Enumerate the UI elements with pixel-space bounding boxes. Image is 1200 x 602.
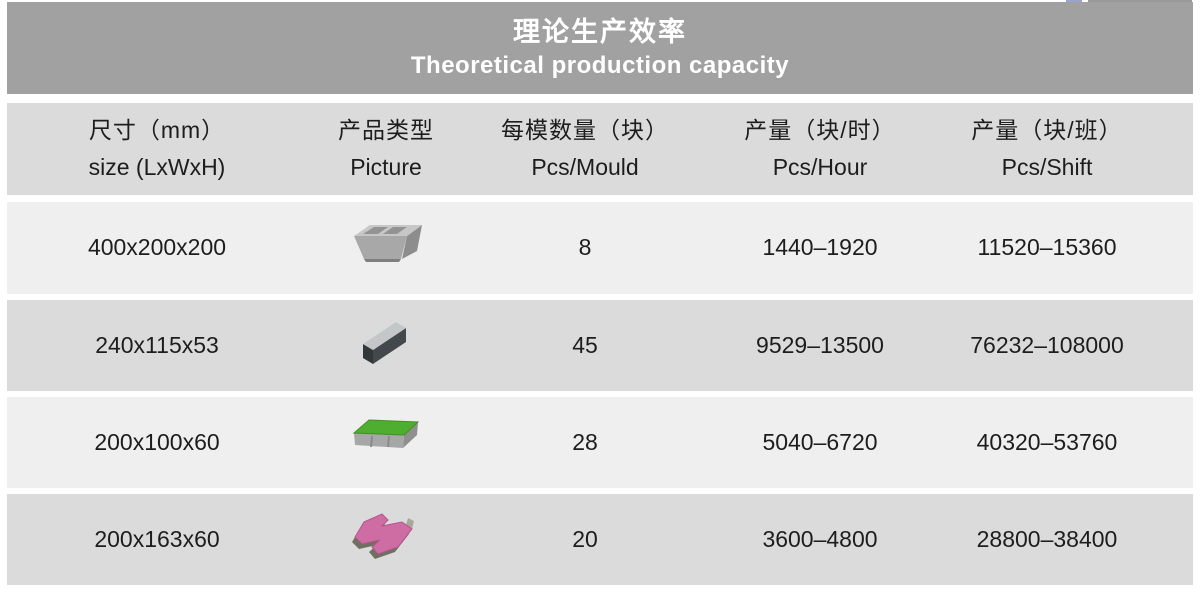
size-value: 240x115x53 [95, 331, 219, 358]
size-value: 200x100x60 [94, 428, 220, 455]
product-picture [307, 510, 465, 570]
pcs-shift-value: 40320–53760 [976, 428, 1118, 455]
green-paver-icon [351, 417, 421, 469]
header-pcs-shift: 产量（块/班） Pcs/Shift [971, 116, 1123, 180]
table-header-row: 尺寸（mm） size (LxWxH) 产品类型 Picture 每模数量（块）… [7, 103, 1193, 195]
s-shape-paver-icon [350, 510, 422, 570]
pcs-hour-value: 1440–1920 [762, 234, 878, 261]
hollow-block-icon [346, 218, 426, 278]
header-pcs-mould: 每模数量（块） Pcs/Mould [501, 116, 669, 180]
table-row: 200x163x60 20 3600–4800 28800–38400 [7, 494, 1193, 585]
pcs-hour-value: 3600–4800 [762, 525, 878, 552]
title-english: Theoretical production capacity [410, 51, 790, 79]
size-value: 400x200x200 [87, 234, 227, 261]
solid-brick-icon [357, 314, 415, 378]
pcs-mould-value: 28 [572, 428, 598, 455]
size-value: 200x163x60 [94, 525, 220, 552]
pcs-hour-value: 5040–6720 [762, 428, 878, 455]
header-picture: 产品类型 Picture [338, 116, 434, 180]
table-row: 240x115x53 45 9529–13500 76232–108000 [7, 300, 1193, 391]
header-pcs-hour: 产量（块/时） Pcs/Hour [744, 116, 896, 180]
table-title-bar: 理论生产效率 Theoretical production capacity [7, 2, 1193, 94]
product-picture [307, 218, 465, 278]
table-row: 200x100x60 28 5040–6720 40320–53760 [7, 397, 1193, 488]
title-chinese: 理论生产效率 [513, 17, 687, 48]
table-row: 400x200x200 8 1440–1920 11520–15360 [7, 202, 1193, 294]
pcs-mould-value: 20 [572, 525, 598, 552]
pcs-shift-value: 11520–15360 [977, 234, 1117, 261]
product-picture [307, 417, 465, 469]
pcs-mould-value: 8 [578, 234, 592, 261]
pcs-shift-value: 76232–108000 [970, 331, 1124, 358]
pcs-shift-value: 28800–38400 [976, 525, 1118, 552]
pcs-hour-value: 9529–13500 [756, 331, 884, 358]
product-picture [307, 314, 465, 378]
header-size: 尺寸（mm） size (LxWxH) [88, 116, 226, 180]
pcs-mould-value: 45 [572, 331, 598, 358]
